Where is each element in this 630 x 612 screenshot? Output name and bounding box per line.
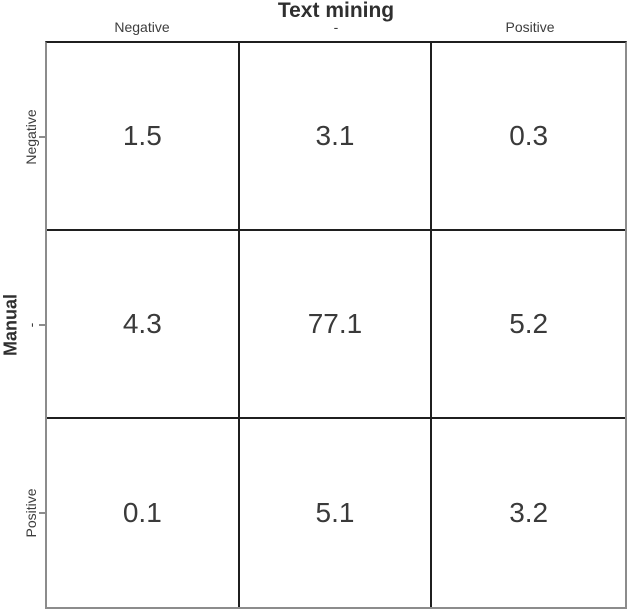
matrix-cell: 0.3	[432, 43, 625, 231]
cell-value: 77.1	[307, 308, 363, 339]
matrix-cell: 4.3	[47, 231, 240, 419]
matrix-cell: 5.2	[432, 231, 625, 419]
cell-value: 5.1	[315, 497, 355, 528]
cell-value: 3.1	[315, 120, 355, 151]
cell-value: 1.5	[122, 120, 162, 151]
x-tick-label-negative: Negative	[114, 19, 170, 35]
matrix-cell: 0.1	[47, 419, 240, 607]
x-tick-label-positive: Positive	[505, 19, 555, 35]
cell-value: 0.1	[122, 497, 162, 528]
y-tick-mark	[39, 512, 45, 514]
x-axis-tick-labels: Negative - Positive	[45, 19, 627, 35]
x-tick-label-neutral: -	[333, 19, 339, 35]
matrix-grid: 1.5 3.1 0.3 4.3 77.1 5.2 0.1 5.1 3.2	[45, 41, 627, 609]
cell-value: 3.2	[509, 497, 549, 528]
cell-value: 5.2	[509, 308, 549, 339]
y-tick-label-negative: Negative	[23, 109, 39, 165]
matrix-cell: 77.1	[239, 231, 433, 419]
y-tick-mark	[39, 136, 45, 138]
matrix-cell: 5.1	[239, 419, 433, 607]
matrix-cell: 3.2	[432, 419, 625, 607]
matrix-cell: 3.1	[239, 43, 433, 231]
y-axis-title: Manual	[0, 293, 21, 357]
y-tick-label-positive: Positive	[23, 488, 39, 538]
y-tick-mark	[39, 324, 45, 326]
x-axis-title: Text mining	[277, 0, 395, 22]
cell-value: 4.3	[122, 308, 162, 339]
matrix-cell: 1.5	[47, 43, 240, 231]
y-tick-label-neutral: -	[23, 322, 39, 328]
cell-value: 0.3	[509, 120, 549, 151]
